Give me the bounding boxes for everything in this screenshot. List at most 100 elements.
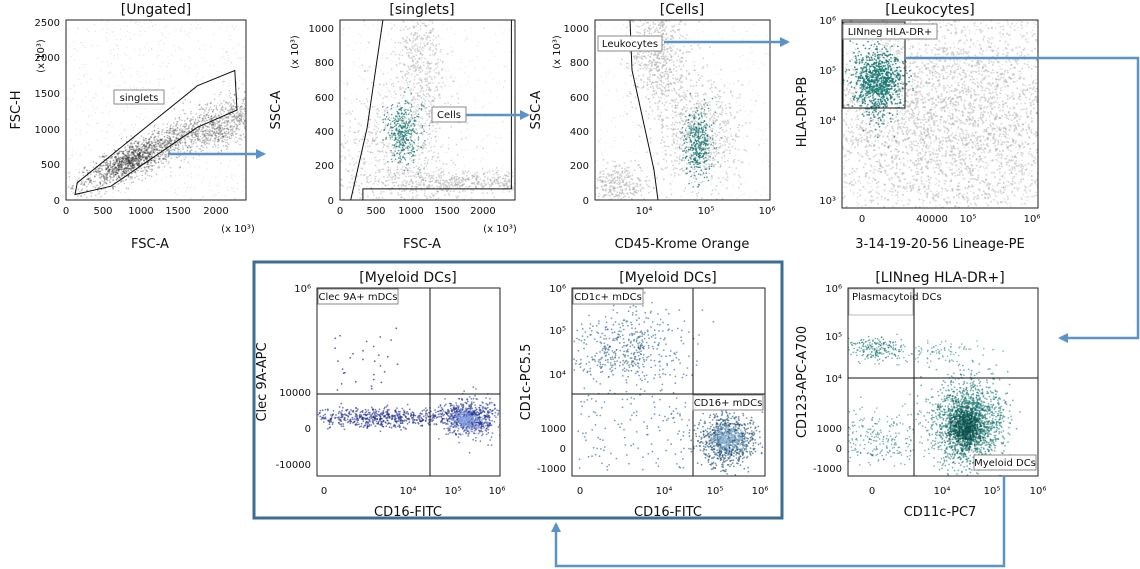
event-dot [137, 159, 140, 162]
event-dot [498, 186, 500, 188]
event-dot [121, 152, 124, 155]
event-dot [94, 30, 96, 33]
event-dot [224, 117, 226, 119]
event-dot [144, 149, 147, 152]
event-dot [430, 78, 433, 80]
event-dot [391, 192, 393, 195]
event-dot [184, 156, 187, 158]
event-dot [387, 174, 390, 177]
event-dot [256, 84, 258, 86]
event-dot [121, 150, 124, 153]
event-dot [427, 187, 430, 189]
event-dot [219, 125, 221, 127]
event-dot [83, 167, 86, 170]
event-dot [554, 177, 556, 179]
event-dot [197, 132, 200, 135]
event-dot [148, 165, 150, 168]
event-dot [411, 52, 413, 54]
event-dot [421, 54, 423, 56]
event-dot [426, 138, 429, 141]
event-dot [159, 40, 161, 42]
event-dot [422, 147, 424, 150]
event-dot [377, 150, 379, 152]
event-dot [244, 119, 246, 122]
event-dot [204, 110, 206, 112]
singlets-gate[interactable] [74, 69, 238, 196]
event-dot [215, 177, 217, 179]
event-dot [256, 132, 258, 134]
event-dot [241, 83, 243, 85]
event-dot [444, 84, 446, 87]
event-dot [437, 197, 440, 200]
event-dot [494, 136, 496, 138]
event-dot [125, 54, 127, 56]
event-dot [426, 43, 429, 46]
event-dot [105, 176, 108, 179]
event-dot [102, 164, 104, 167]
event-dot [267, 128, 269, 130]
event-dot [377, 107, 379, 110]
event-dot [190, 131, 193, 134]
event-dot [387, 143, 390, 145]
event-dot [346, 186, 349, 189]
event-dot [133, 129, 135, 131]
event-dot [142, 118, 144, 120]
event-dot [121, 157, 124, 160]
event-dot [118, 150, 121, 153]
event-dot [148, 141, 151, 143]
event-dot [190, 149, 193, 151]
event-dot [221, 126, 224, 129]
event-dot [211, 126, 213, 128]
event-dot [148, 49, 150, 51]
event-dot [183, 123, 186, 126]
event-dot [176, 194, 178, 196]
event-dot [454, 77, 456, 79]
event-dot [207, 133, 209, 135]
event-dot [368, 176, 370, 178]
event-dot [217, 129, 220, 132]
event-dot [140, 25, 142, 27]
event-dot [208, 131, 210, 133]
event-dot [483, 184, 486, 187]
event-dot [247, 108, 249, 110]
event-dot [151, 48, 153, 51]
event-dot [167, 132, 170, 134]
event-dot [367, 140, 370, 142]
event-dot [221, 140, 224, 143]
event-dot [406, 70, 409, 73]
event-dot [73, 48, 75, 50]
event-dot [363, 102, 366, 105]
event-dot [368, 69, 370, 71]
event-dot [186, 135, 189, 138]
event-dot [126, 104, 128, 106]
event-dot [431, 122, 434, 124]
event-dot [252, 107, 254, 109]
event-dot [262, 109, 264, 111]
event-dot [157, 127, 160, 130]
event-dot [174, 87, 176, 89]
event-dot [182, 167, 184, 169]
event-dot [429, 81, 432, 84]
event-dot [188, 59, 190, 62]
event-dot [426, 84, 429, 86]
event-dot [218, 127, 221, 129]
event-dot [219, 127, 222, 129]
event-dot [369, 239, 371, 241]
event-dot [356, 175, 359, 177]
event-dot [230, 106, 232, 109]
event-dot [201, 134, 203, 136]
event-dot [127, 161, 129, 164]
event-dot [419, 53, 422, 55]
event-dot [208, 134, 210, 136]
event-dot [112, 174, 115, 176]
event-dot [250, 123, 252, 125]
event-dot [135, 157, 137, 160]
event-dot [415, 62, 417, 65]
event-dot [173, 129, 175, 132]
event-dot [201, 130, 204, 133]
event-dot [164, 157, 167, 160]
event-dot [401, 75, 404, 78]
event-dot [442, 60, 444, 63]
event-dot [231, 133, 234, 136]
event-dot [381, 112, 383, 114]
